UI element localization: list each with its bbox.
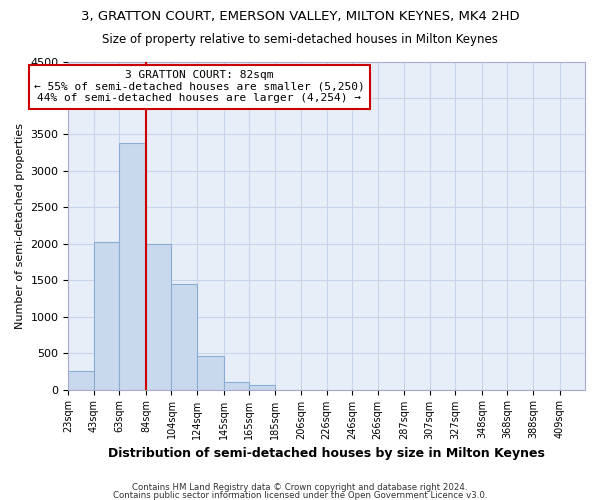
Bar (224, 382, 249, 390)
Bar (68, 372, 94, 390)
Bar (146, 244, 172, 390)
Bar (119, 143, 146, 390)
Bar (249, 385, 275, 390)
Text: Size of property relative to semi-detached houses in Milton Keynes: Size of property relative to semi-detach… (102, 32, 498, 46)
Text: Contains HM Land Registry data © Crown copyright and database right 2024.: Contains HM Land Registry data © Crown c… (132, 484, 468, 492)
Bar (197, 356, 224, 390)
Text: 3, GRATTON COURT, EMERSON VALLEY, MILTON KEYNES, MK4 2HD: 3, GRATTON COURT, EMERSON VALLEY, MILTON… (80, 10, 520, 23)
Text: 3 GRATTON COURT: 82sqm
← 55% of semi-detached houses are smaller (5,250)
44% of : 3 GRATTON COURT: 82sqm ← 55% of semi-det… (34, 70, 365, 103)
Text: Contains public sector information licensed under the Open Government Licence v3: Contains public sector information licen… (113, 491, 487, 500)
X-axis label: Distribution of semi-detached houses by size in Milton Keynes: Distribution of semi-detached houses by … (108, 447, 545, 460)
Bar (172, 284, 197, 390)
Bar (94, 242, 119, 390)
Y-axis label: Number of semi-detached properties: Number of semi-detached properties (15, 122, 25, 328)
